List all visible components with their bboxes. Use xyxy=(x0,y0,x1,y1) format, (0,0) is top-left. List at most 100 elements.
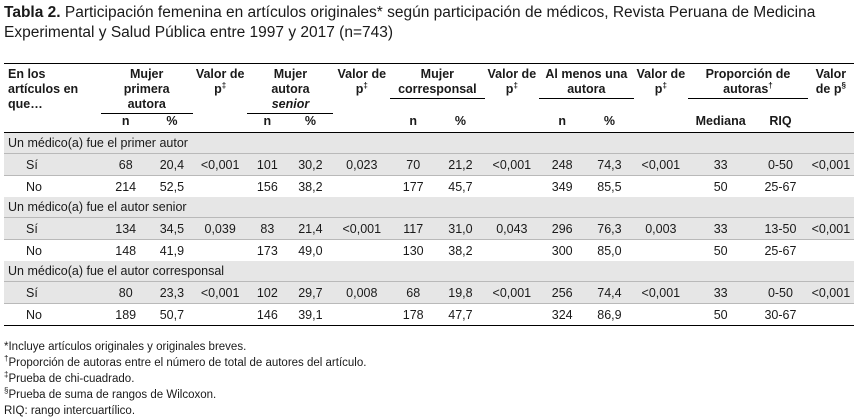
table-cell: 50,7 xyxy=(150,303,193,326)
table-cell: <0,001 xyxy=(633,153,689,176)
table-cell xyxy=(485,240,540,262)
table-cell xyxy=(192,303,248,326)
table-cell: 0,039 xyxy=(192,217,248,240)
table-cell xyxy=(485,176,540,198)
subcol-pct: % xyxy=(166,114,178,128)
table-cell xyxy=(634,176,689,198)
table-caption: Tabla 2. Participación femenina en artíc… xyxy=(4,3,854,43)
table-cell: 21,4 xyxy=(287,217,334,240)
table-cell: 19,8 xyxy=(436,281,485,304)
table-cell: 21,2 xyxy=(436,153,485,176)
table-cell xyxy=(807,303,854,326)
table-cell xyxy=(484,303,540,326)
table-cell: 74,3 xyxy=(585,153,634,176)
table-cell: <0,001 xyxy=(192,153,248,176)
header-valor-4: Valor de p‡ xyxy=(636,67,686,96)
section-header-row: Un médico(a) fue el primer autor xyxy=(4,133,854,154)
subcol-n: n xyxy=(121,114,130,128)
section-title: Un médico(a) fue el primer autor xyxy=(4,133,854,154)
table-cell: 156 xyxy=(256,179,278,194)
header-group-proporcion: Proporción de autoras† xyxy=(688,64,808,114)
table-row: Sí 80 23,3 <0,001 102 29,7 0,008 68 19,8 <0,001 25… xyxy=(4,281,854,304)
table-cell: 30,2 xyxy=(287,153,334,176)
header-row-subcols: n % n % n % n % Mediana RIQ xyxy=(4,114,854,133)
table-cell: 76,3 xyxy=(585,217,634,240)
table-cell xyxy=(333,240,390,262)
table-cell: 0-50 xyxy=(753,153,808,176)
subcol-pct: % xyxy=(454,114,466,128)
section-title: Un médico(a) fue el autor senior xyxy=(4,197,854,218)
row-label: No xyxy=(26,179,42,194)
section-header-row: Un médico(a) fue el autor senior xyxy=(4,197,854,218)
table-row: Sí 68 20,4 <0,001 101 30,2 0,023 70 21,2 <0,001 24… xyxy=(4,153,854,176)
table-cell: 45,7 xyxy=(448,179,473,194)
table-footnotes: *Incluye artículos originales y original… xyxy=(4,339,366,419)
table-body: Un médico(a) fue el primer autor Sí 68 20,4… xyxy=(4,133,854,326)
table-row: Sí 134 34,5 0,039 83 21,4 <0,001 117 31,0 0,043 29… xyxy=(4,217,854,240)
table-cell: 0-50 xyxy=(753,281,808,304)
table-cell: 29,7 xyxy=(287,281,334,304)
table-cell: <0,001 xyxy=(807,281,854,304)
table-cell: <0,001 xyxy=(484,281,540,304)
table-cell: 70 xyxy=(390,153,437,176)
table-cell: <0,001 xyxy=(807,153,854,176)
table-cell: 349 xyxy=(551,179,573,194)
table-cell: 50 xyxy=(713,243,728,258)
table-cell: 83 xyxy=(247,217,288,240)
table-cell: <0,001 xyxy=(484,153,540,176)
table-cell: 324 xyxy=(539,303,586,326)
header-valor-5: Valor de p§ xyxy=(815,67,847,96)
table-cell: 30-67 xyxy=(753,303,808,326)
table-cell xyxy=(634,240,689,262)
section-header-row: Un médico(a) fue el autor corresponsal xyxy=(4,261,854,282)
data-table: En los artículos en que… Mujer primera a… xyxy=(4,63,854,326)
table-cell: 248 xyxy=(539,153,586,176)
table-cell: 117 xyxy=(390,217,437,240)
header-valor-3: Valor de p‡ xyxy=(487,67,537,96)
table-cell: 0,003 xyxy=(633,217,689,240)
row-label: Sí xyxy=(4,281,101,304)
footnote: *Incluye artículos originales y original… xyxy=(4,341,247,353)
table-cell: 47,7 xyxy=(436,303,485,326)
table-cell: 49,0 xyxy=(298,243,323,258)
table-row: No 148 41,9 173 49,0 130 38,2 300 85,0 50 25-67 xyxy=(4,240,854,262)
table-cell: <0,001 xyxy=(192,281,248,304)
table-cell: 74,4 xyxy=(585,281,634,304)
caption-text: Participación femenina en artículos orig… xyxy=(4,4,816,41)
header-group-corresponsal: Mujer corresponsal xyxy=(390,64,485,114)
header-group-al-menos: Al menos una autora xyxy=(539,64,634,114)
table-cell: 31,0 xyxy=(436,217,485,240)
table-cell: 38,2 xyxy=(298,179,323,194)
table-row: No 214 52,5 156 38,2 177 45,7 349 85,5 50 25-67 xyxy=(4,176,854,198)
table-cell: <0,001 xyxy=(333,217,391,240)
table-cell xyxy=(333,176,390,198)
table-cell: 177 xyxy=(402,179,424,194)
table-cell: 50 xyxy=(688,303,754,326)
header-valor-2: Valor de p‡ xyxy=(337,67,387,96)
table-cell: 52,5 xyxy=(159,179,185,194)
table-cell: 50 xyxy=(713,179,728,194)
table-cell xyxy=(808,240,854,262)
footnote: §Prueba de suma de rangos de Wilcoxon. xyxy=(4,386,217,401)
caption-label: Tabla 2. xyxy=(4,4,61,21)
header-valor-1: Valor de p‡ xyxy=(195,67,245,96)
table-cell: 23,3 xyxy=(150,281,193,304)
subcol-n: n xyxy=(263,114,272,128)
table-row: No 189 50,7 146 39,1 178 47,7 324 86,9 50 30-67 xyxy=(4,303,854,326)
footnote: ‡Prueba de chi-cuadrado. xyxy=(4,370,135,385)
table-cell xyxy=(808,176,854,198)
table-cell: 214 xyxy=(115,179,137,194)
table-cell: 102 xyxy=(247,281,288,304)
table-cell xyxy=(193,240,248,262)
table-cell: 101 xyxy=(247,153,288,176)
table-cell: 33 xyxy=(688,281,754,304)
row-label: No xyxy=(26,243,42,258)
table-cell: 85,5 xyxy=(597,179,622,194)
table-cell: 130 xyxy=(402,243,424,258)
table-cell: 134 xyxy=(100,217,151,240)
table-cell xyxy=(193,176,248,198)
table-cell: 0,043 xyxy=(484,217,540,240)
table-cell: 178 xyxy=(390,303,437,326)
table-cell xyxy=(333,303,391,326)
table-cell: 33 xyxy=(688,217,754,240)
